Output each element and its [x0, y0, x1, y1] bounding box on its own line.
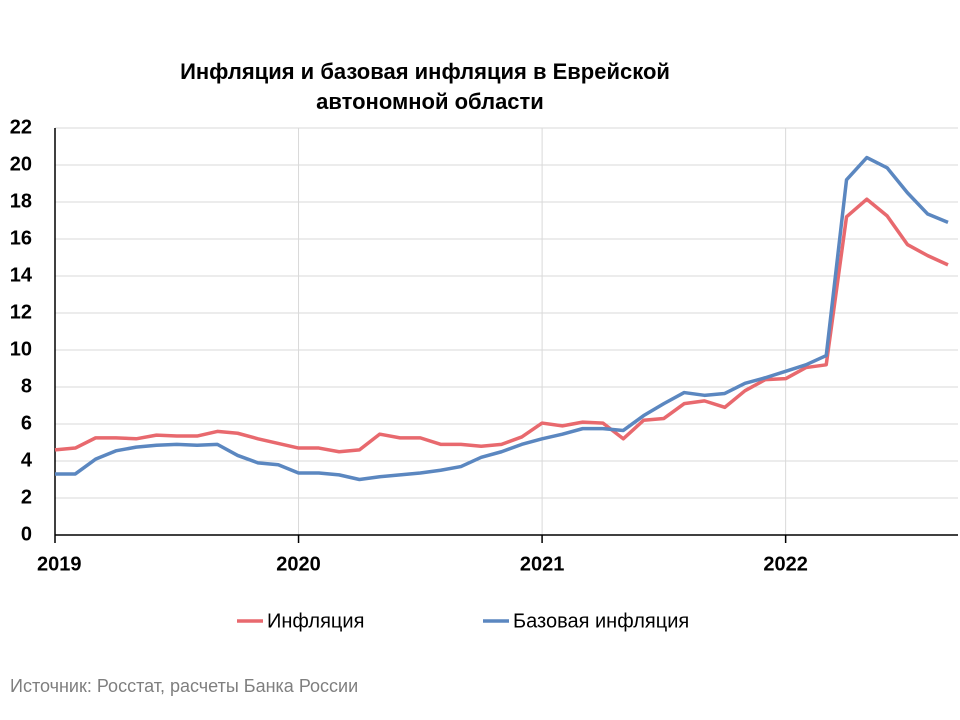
y-tick-label: 18 — [10, 190, 32, 212]
x-tick-label: 2019 — [37, 553, 82, 575]
y-tick-label: 8 — [21, 375, 32, 397]
legend-label: Базовая инфляция — [513, 610, 689, 632]
data-line — [55, 155, 949, 482]
x-tick-label: 2020 — [276, 553, 321, 575]
x-tick-label: 2022 — [763, 553, 808, 575]
x-tick-label: 2021 — [520, 553, 565, 575]
data-line — [54, 197, 949, 454]
chart-title: автономной области — [316, 89, 544, 114]
y-tick-label: 6 — [21, 412, 32, 434]
chart-title: Инфляция и базовая инфляция в Еврейской — [180, 59, 670, 84]
y-tick-label: 0 — [21, 523, 32, 545]
y-tick-label: 2 — [21, 486, 32, 508]
y-tick-label: 4 — [21, 449, 33, 471]
y-tick-label: 22 — [10, 116, 32, 138]
y-tick-label: 12 — [10, 301, 32, 323]
y-tick-label: 16 — [10, 227, 32, 249]
legend-label: Инфляция — [267, 610, 364, 632]
y-tick-label: 10 — [10, 338, 32, 360]
y-tick-label: 20 — [10, 153, 32, 175]
y-tick-label: 14 — [10, 264, 33, 286]
source-note: Источник: Росстат, расчеты Банка России — [10, 676, 358, 696]
